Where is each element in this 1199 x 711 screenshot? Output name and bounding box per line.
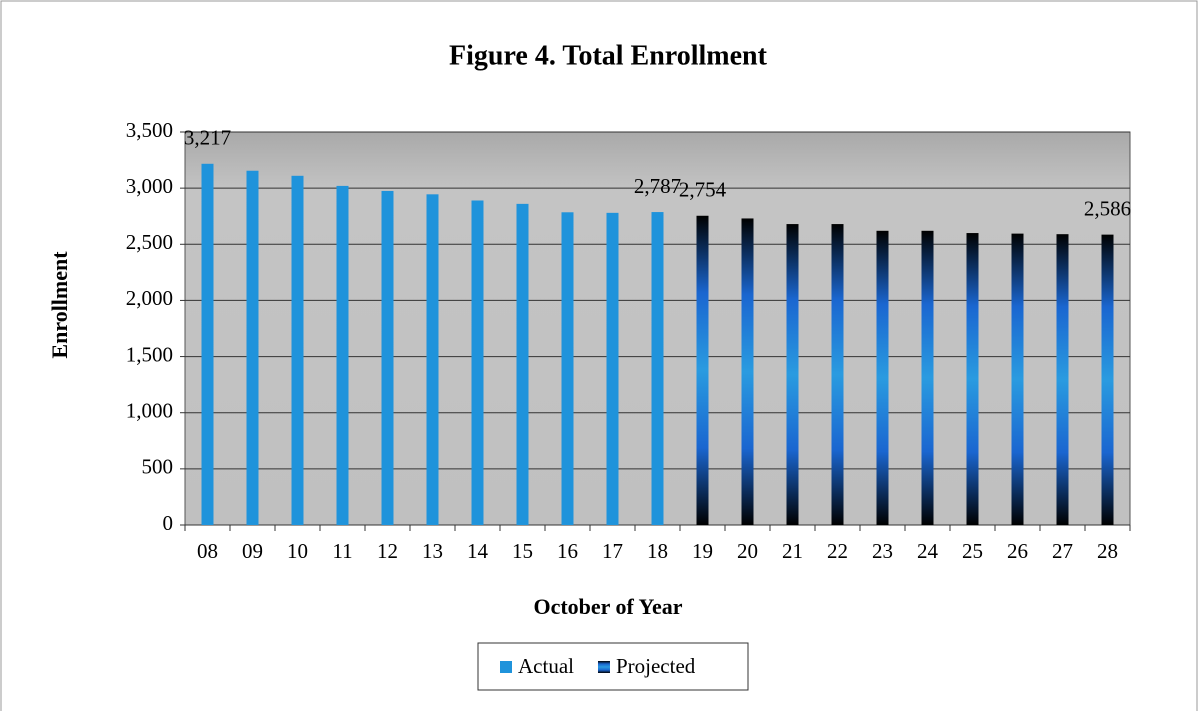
bar (1011, 233, 1024, 525)
bar (201, 163, 214, 525)
x-tick-label: 13 (422, 539, 443, 563)
bar (381, 190, 394, 525)
bar (876, 230, 889, 525)
x-tick-label: 25 (962, 539, 983, 563)
x-tick-label: 16 (557, 539, 578, 563)
bar (1101, 234, 1114, 525)
bar (651, 212, 664, 526)
x-tick-label: 17 (602, 539, 623, 563)
y-tick-label: 0 (163, 511, 174, 535)
bar (426, 194, 439, 525)
bar (561, 212, 574, 525)
bar (606, 212, 619, 526)
value-label: 2,787 (634, 174, 681, 198)
x-tick-label: 28 (1097, 539, 1118, 563)
x-tick-label: 20 (737, 539, 758, 563)
y-tick-label: 3,500 (126, 118, 173, 142)
x-tick-label: 26 (1007, 539, 1028, 563)
bar (831, 224, 844, 525)
x-tick-label: 10 (287, 539, 308, 563)
legend-swatch (597, 661, 610, 673)
y-tick-label: 3,000 (126, 174, 173, 198)
bar (921, 230, 934, 525)
y-tick-label: 500 (142, 455, 174, 479)
x-tick-label: 21 (782, 539, 803, 563)
x-tick-label: 11 (332, 539, 352, 563)
x-axis-title: October of Year (533, 594, 682, 619)
bar (471, 200, 484, 525)
value-label: 2,586 (1084, 196, 1131, 220)
x-tick-label: 27 (1052, 539, 1073, 563)
value-label: 3,217 (184, 126, 231, 150)
bar (246, 170, 259, 525)
y-tick-label: 1,500 (126, 342, 173, 366)
legend-label: Projected (616, 654, 696, 678)
bar (741, 218, 754, 525)
x-tick-label: 24 (917, 539, 939, 563)
x-tick-label: 22 (827, 539, 848, 563)
x-tick-label: 08 (197, 539, 218, 563)
x-tick-label: 15 (512, 539, 533, 563)
y-tick-label: 2,000 (126, 286, 173, 310)
bar (696, 215, 709, 525)
x-tick-label: 09 (242, 539, 263, 563)
chart-title: Figure 4. Total Enrollment (449, 40, 768, 71)
x-tick-label: 12 (377, 539, 398, 563)
x-tick-label: 23 (872, 539, 893, 563)
legend-label: Actual (518, 654, 574, 678)
bar (336, 185, 349, 525)
y-tick-label: 2,500 (126, 230, 173, 254)
y-axis-title: Enrollment (47, 251, 72, 359)
legend-swatch (500, 661, 512, 673)
bar (516, 203, 529, 525)
y-tick-label: 1,000 (126, 399, 173, 423)
bar (966, 233, 979, 526)
x-tick-label: 19 (692, 539, 713, 563)
bar (1056, 234, 1069, 525)
bar (786, 224, 799, 525)
x-tick-label: 18 (647, 539, 668, 563)
bar (291, 175, 304, 525)
value-label: 2,754 (679, 178, 727, 202)
x-tick-label: 14 (467, 539, 489, 563)
legend-box (477, 642, 749, 691)
